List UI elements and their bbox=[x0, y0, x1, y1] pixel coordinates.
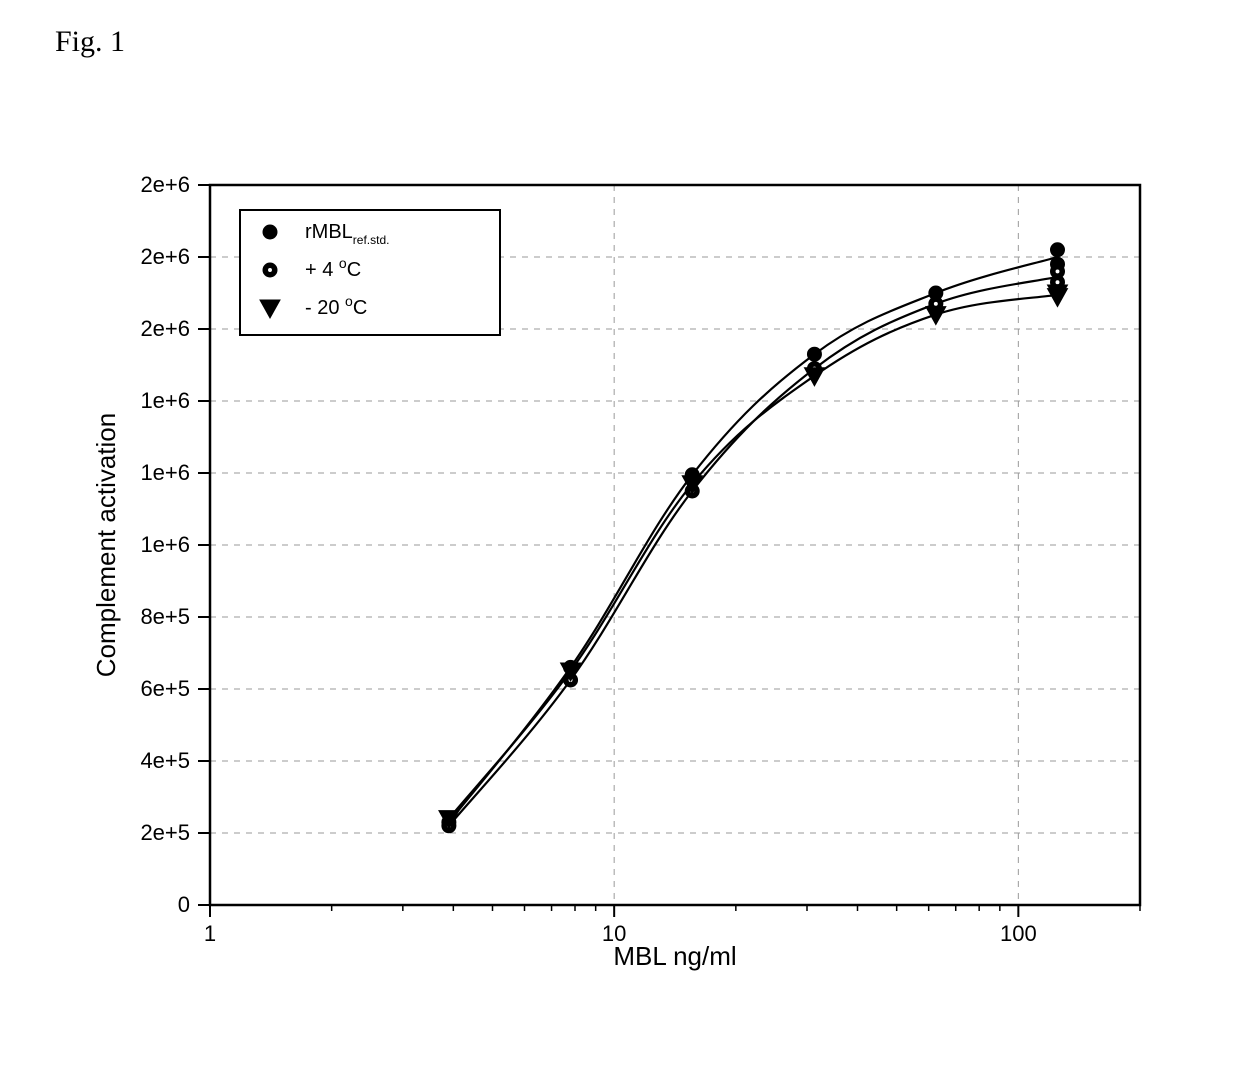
ytick-label: 0 bbox=[178, 892, 190, 917]
ytick-label: 8e+5 bbox=[140, 604, 190, 629]
ytick-label: 6e+5 bbox=[140, 676, 190, 701]
legend-box bbox=[240, 210, 500, 335]
ytick-label: 2e+6 bbox=[140, 316, 190, 341]
ytick-label: 2e+5 bbox=[140, 820, 190, 845]
marker-circle-icon bbox=[263, 225, 277, 239]
legend-label: - 20 oC bbox=[305, 293, 367, 319]
marker-circle-dot-center-icon bbox=[1056, 280, 1060, 284]
marker-circle-dot-center-icon bbox=[934, 302, 938, 306]
legend-label: + 4 oC bbox=[305, 255, 361, 281]
x-axis-label: MBL ng/ml bbox=[613, 941, 736, 971]
ytick-label: 1e+6 bbox=[140, 460, 190, 485]
ytick-label: 1e+6 bbox=[140, 532, 190, 557]
ytick-label: 1e+6 bbox=[140, 388, 190, 413]
marker-circle-dot-center-icon bbox=[1056, 269, 1060, 273]
ytick-label: 2e+6 bbox=[140, 244, 190, 269]
plot-area-group: 0 2e+5 4e+5 6e+5 8e+5 1e+6 1e+6 1e+6 2e+6 2e+6 2e+… bbox=[91, 172, 1140, 971]
figure-label: Fig. 1 bbox=[55, 25, 125, 59]
y-axis-label: Complement activation bbox=[91, 413, 121, 677]
page-root: { "figure_label": "Fig. 1", "figure_labe… bbox=[0, 0, 1249, 1079]
ytick-label: 2e+6 bbox=[140, 172, 190, 197]
xtick-label: 100 bbox=[1000, 921, 1037, 946]
ytick-label: 4e+5 bbox=[140, 748, 190, 773]
chart: 0 2e+5 4e+5 6e+5 8e+5 1e+6 1e+6 1e+6 2e+6 2e+6 2e+… bbox=[75, 155, 1175, 1035]
marker-circle-icon bbox=[1051, 243, 1065, 257]
xtick-label: 1 bbox=[204, 921, 216, 946]
marker-circle-dot-center-icon bbox=[268, 268, 272, 272]
marker-circle-icon bbox=[807, 347, 821, 361]
